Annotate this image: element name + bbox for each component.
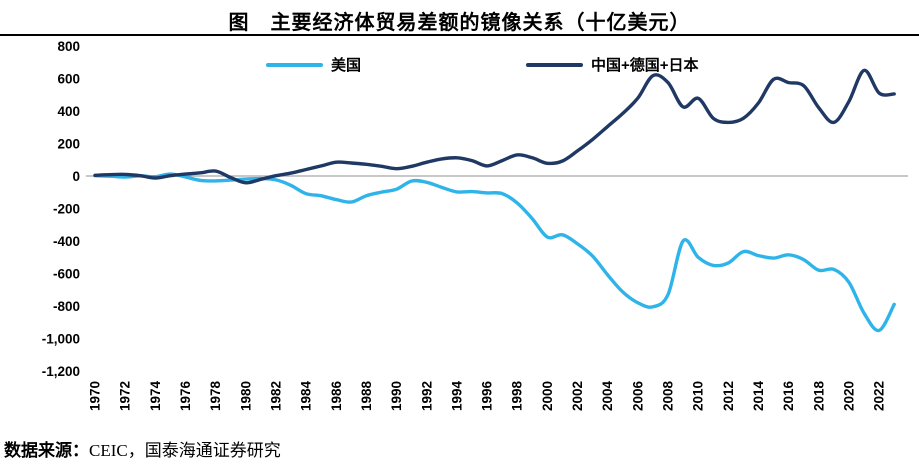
legend-swatch-us [266,62,323,67]
x-axis-tick-label: 1998 [510,380,525,411]
x-axis-tick-label: 1982 [269,381,284,411]
chart-title: 图 主要经济体贸易差额的镜像关系（十亿美元） [228,12,691,34]
x-axis-tick-label: 2018 [811,380,826,411]
y-axis-tick-label: 800 [57,39,80,54]
y-axis-tick-label: -1,200 [42,364,80,379]
legend-item-us: 美国 [266,54,361,75]
x-axis-tick-label: 1984 [299,380,314,411]
title-divider-line [0,34,919,36]
y-axis-tick-label: -200 [53,202,80,217]
x-axis-tick-label: 1990 [389,381,404,411]
x-axis-tick-label: 2000 [540,381,555,411]
legend-swatch-china-germany-japan [526,62,583,67]
y-axis-tick-label: -800 [53,299,80,314]
x-axis-tick-label: 2014 [751,380,766,411]
x-axis-tick-label: 2012 [721,381,736,411]
x-axis-tick-label: 2020 [842,381,857,411]
x-axis-tick-label: 1980 [238,381,253,411]
series-line-us [93,172,896,333]
y-axis-tick-label: -400 [53,234,80,249]
y-axis-tick-label: -1,000 [42,332,80,347]
x-axis-tick-label: 2002 [570,381,585,411]
x-axis-tick-label: 1988 [359,380,374,411]
x-axis-tick-label: 1972 [118,381,133,411]
trade-balance-line-chart: 8006004002000-200-400-600-800-1,000-1,20… [42,39,908,411]
x-axis-tick-label: 2006 [630,380,645,411]
x-axis-tick-label: 1994 [449,380,464,411]
y-axis-tick-label: 200 [57,137,80,152]
x-axis-tick-label: 2010 [691,381,706,411]
x-axis-tick-label: 1974 [148,380,163,411]
series-line-cgj [93,68,896,185]
data-source-prefix: 数据来源： [4,441,89,460]
data-source-note: 数据来源：CEIC，国泰海通证券研究 [4,436,281,461]
x-axis-tick-label: 1986 [329,380,344,411]
x-axis-tick-label: 1996 [480,380,495,411]
x-axis-tick-label: 2022 [872,381,887,411]
x-axis-tick-label: 2016 [781,380,796,411]
x-axis-tick-label: 2004 [600,380,615,411]
y-axis-tick-label: -600 [53,267,80,282]
legend-item-china-germany-japan: 中国+德国+日本 [526,54,699,75]
x-axis-tick-label: 2008 [661,380,676,411]
y-axis-tick-label: 0 [72,169,80,184]
x-axis-tick-label: 1976 [178,380,193,411]
legend-label-china-germany-japan: 中国+德国+日本 [591,57,699,74]
y-axis-tick-label: 600 [57,72,80,87]
x-axis-tick-label: 1970 [88,381,103,411]
data-source-text: CEIC，国泰海通证券研究 [89,441,281,460]
y-axis-tick-label: 400 [57,104,80,119]
x-axis-tick-label: 1992 [419,381,434,411]
x-axis-tick-label: 1978 [208,380,223,411]
legend-label-us: 美国 [331,57,362,74]
